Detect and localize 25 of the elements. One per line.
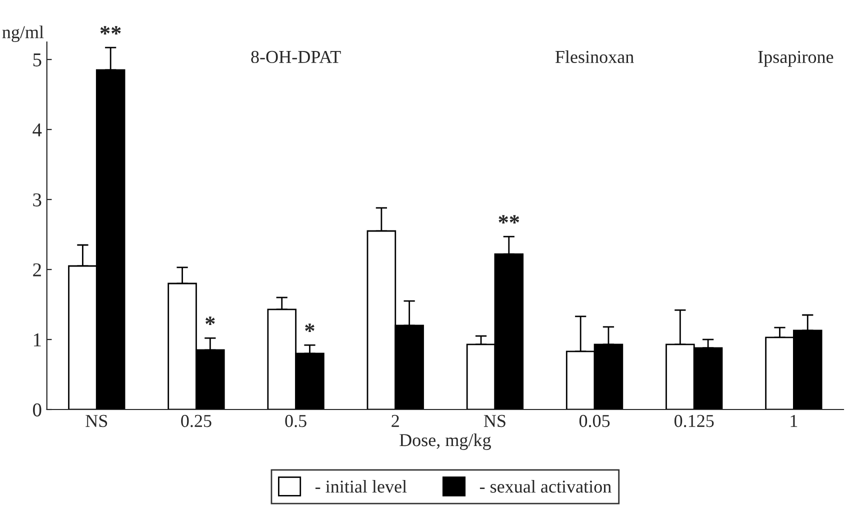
legend-label: - initial level [315,480,407,493]
y-tick-label: 4 [32,123,42,136]
data-label: * [206,316,215,325]
x-tick-label: 1 [790,414,798,427]
y-tick-label: 2 [33,263,41,276]
x-tick-label: 0.5 [285,414,306,428]
x-tick-label: 0.25 [181,414,212,428]
y-tick-label: 3 [33,193,42,206]
legend-label: - sexual activation [480,480,612,493]
data-label: * [305,324,314,332]
y-tick-label: 5 [33,54,42,66]
x-tick-label: 0.05 [579,414,610,428]
annotation: 8-OH-DPAT [251,50,341,64]
x-tick-label: NS [86,414,108,428]
annotation: Ipsapirone [758,50,834,67]
y-tick-label: 1 [34,333,41,346]
data-label: ** [498,215,520,224]
x-tick-label: 2 [392,414,399,427]
y-axis-title: ng/ml [2,26,44,42]
annotation: Flesinoxan [555,50,634,64]
data-label: ** [100,26,121,34]
x-tick-label: NS [484,414,506,428]
x-axis-title: Dose, mg/kg [400,434,491,450]
x-tick-label: 0.125 [674,414,714,428]
y-tick-label: 0 [33,403,42,416]
